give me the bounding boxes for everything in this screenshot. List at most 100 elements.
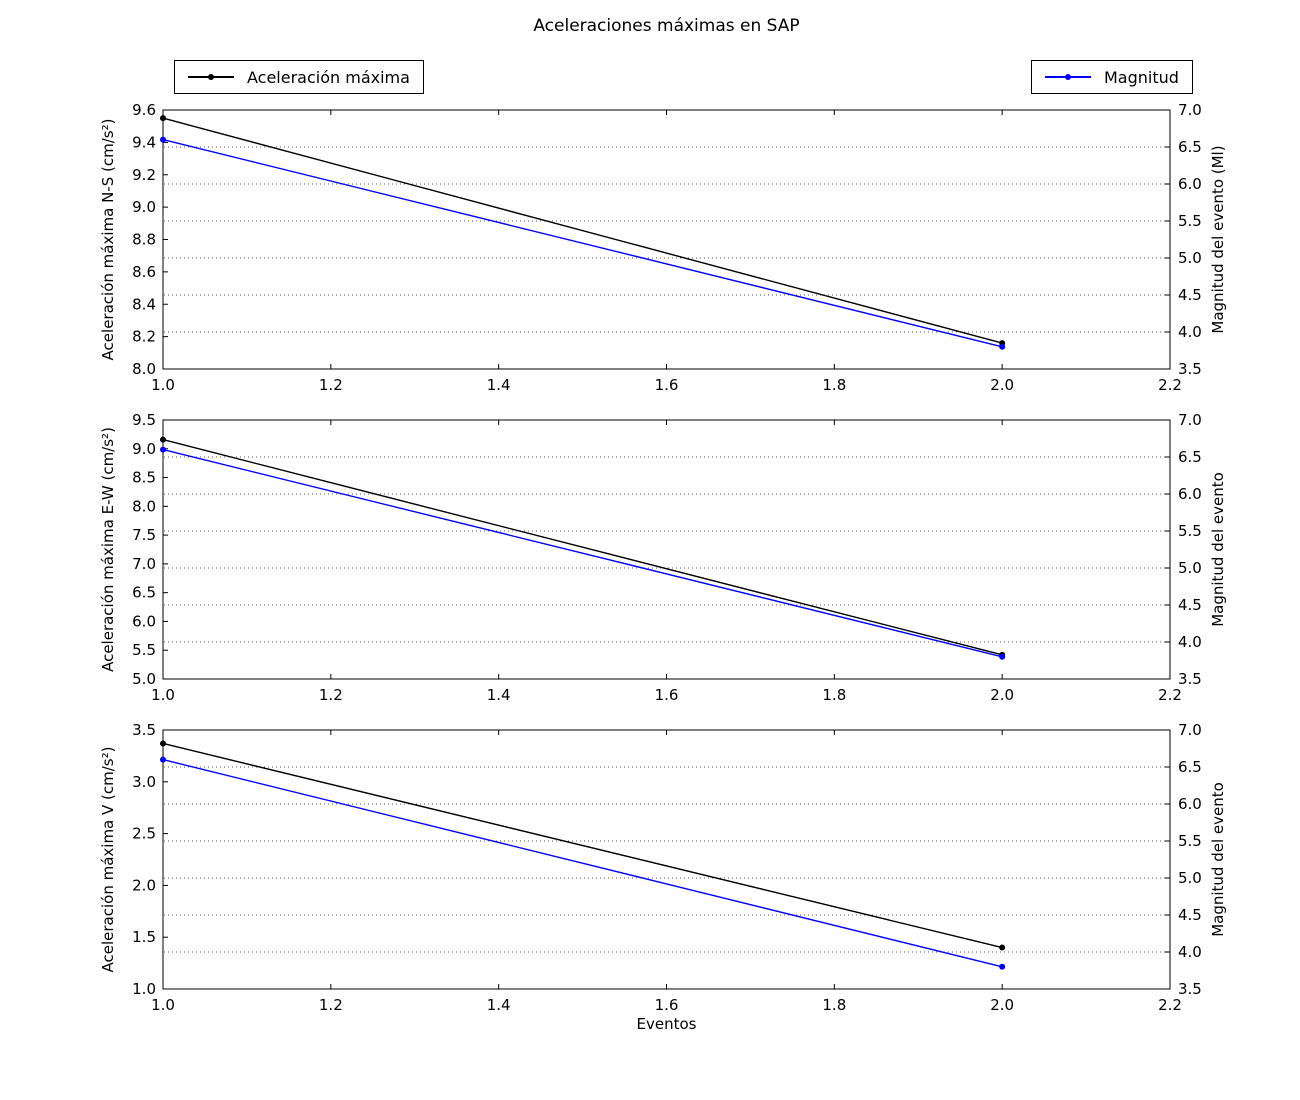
x-tick-label: 2.0 [990,996,1014,1014]
right-tick-label: 7.0 [1178,411,1202,429]
x-tick-label: 1.6 [655,686,679,704]
data-point-marker [999,944,1006,951]
left-axis-title: Aceleración máxima N-S (cm/s²) [99,119,117,361]
legend-acceleration-label: Aceleración máxima [247,67,410,87]
x-tick-label: 1.6 [655,376,679,394]
x-tick-label: 1.4 [487,996,511,1014]
right-tick-label: 3.5 [1178,670,1202,688]
legend-magnitude-marker [1065,74,1071,80]
right-tick-label: 4.0 [1178,633,1202,651]
left-tick-label: 2.0 [132,876,156,894]
right-tick-label: 6.0 [1178,175,1202,193]
right-axis-title: Magnitud del evento (Ml) [1209,145,1227,333]
left-axis-title: Aceleración máxima V (cm/s²) [99,747,117,973]
series-line-left [162,438,1003,656]
data-point-marker [999,343,1006,350]
left-tick-label: 5.0 [132,670,156,688]
plot-border [162,729,1171,990]
data-point-marker [160,740,166,747]
left-tick-label: 8.2 [132,328,156,346]
plot-border [162,419,1171,680]
right-axis-title: Magnitud del evento [1209,472,1227,627]
x-tick-label: 2.2 [1158,686,1182,704]
left-tick-label: 9.6 [132,101,156,119]
x-tick-label: 2.2 [1158,996,1182,1014]
left-tick-label: 8.0 [132,497,156,515]
left-tick-label: 8.8 [132,231,156,249]
x-tick-label: 1.2 [319,996,343,1014]
x-tick-label: 1.8 [822,376,846,394]
left-tick-label: 8.4 [132,295,156,313]
right-axis-title: Magnitud del evento [1209,782,1227,937]
right-tick-label: 3.5 [1178,360,1202,378]
right-tick-label: 4.5 [1178,596,1202,614]
legend-acceleration-marker [208,74,214,80]
left-tick-label: 6.0 [132,612,156,630]
data-point-marker [160,436,166,443]
x-axis-label: Eventos [636,1015,697,1033]
right-tick-label: 6.0 [1178,485,1202,503]
plot-border [162,109,1171,370]
right-tick-label: 6.5 [1178,138,1202,156]
right-tick-label: 7.0 [1178,101,1202,119]
right-tick-label: 5.5 [1178,832,1202,850]
data-point-marker [160,115,166,122]
left-tick-label: 9.4 [132,133,156,151]
left-tick-label: 2.5 [132,825,156,843]
left-tick-label: 5.5 [132,641,156,659]
right-tick-label: 5.0 [1178,559,1202,577]
right-tick-label: 7.0 [1178,721,1202,739]
data-point-marker [160,756,166,763]
left-tick-label: 1.5 [132,928,156,946]
right-tick-label: 6.5 [1178,448,1202,466]
x-tick-label: 1.4 [487,686,511,704]
right-tick-label: 5.5 [1178,522,1202,540]
x-tick-label: 1.2 [319,686,343,704]
series-line-right [162,138,1003,348]
left-tick-label: 9.5 [132,411,156,429]
right-tick-label: 6.0 [1178,795,1202,813]
legend-magnitude: Magnitud [1031,60,1193,94]
right-tick-label: 5.5 [1178,212,1202,230]
series-line-right [162,758,1003,968]
left-tick-label: 7.0 [132,555,156,573]
legend-magnitude-label: Magnitud [1104,67,1179,87]
x-tick-label: 1.0 [151,996,175,1014]
left-axis-title: Aceleración máxima E-W (cm/s²) [99,427,117,672]
right-tick-label: 6.5 [1178,758,1202,776]
right-tick-label: 4.5 [1178,906,1202,924]
right-tick-label: 4.0 [1178,943,1202,961]
left-tick-label: 6.5 [132,584,156,602]
right-tick-label: 4.0 [1178,323,1202,341]
left-tick-label: 9.0 [132,198,156,216]
series-line-left [162,117,1003,344]
x-tick-label: 2.0 [990,686,1014,704]
left-tick-label: 8.6 [132,263,156,281]
right-tick-label: 5.0 [1178,249,1202,267]
series-line-left [162,742,1003,949]
x-tick-label: 1.8 [822,686,846,704]
left-tick-label: 8.0 [132,360,156,378]
x-tick-label: 1.8 [822,996,846,1014]
right-tick-label: 3.5 [1178,980,1202,998]
left-tick-label: 7.5 [132,526,156,544]
series-line-right [162,448,1003,658]
right-tick-label: 4.5 [1178,286,1202,304]
legend-acceleration: Aceleración máxima [174,60,424,94]
data-point-marker [999,653,1006,660]
data-point-marker [160,136,166,143]
left-tick-label: 9.0 [132,440,156,458]
data-point-marker [999,963,1006,970]
x-tick-label: 1.2 [319,376,343,394]
left-tick-label: 9.2 [132,166,156,184]
subplot-ew: 5.0 5.5 6.0 6.5 7.0 7.5 8.0 8.5 9.0 9.5 3.5 4.0 4.5 5… [99,411,1227,704]
subplot-v: 1.0 1.5 2.0 2.5 3.0 3.5 3.5 4.0 4.5 5.0 5.5 6.0 6.5 7… [99,721,1227,1014]
x-tick-label: 2.2 [1158,376,1182,394]
data-point-marker [160,446,166,453]
x-tick-label: 1.0 [151,686,175,704]
subplot-ns: 8.0 8.2 8.4 8.6 8.8 9.0 9.2 9.4 9.6 3.5 4.0 4.5 5.0 5… [99,101,1227,394]
right-tick-label: 5.0 [1178,869,1202,887]
left-tick-label: 3.5 [132,721,156,739]
